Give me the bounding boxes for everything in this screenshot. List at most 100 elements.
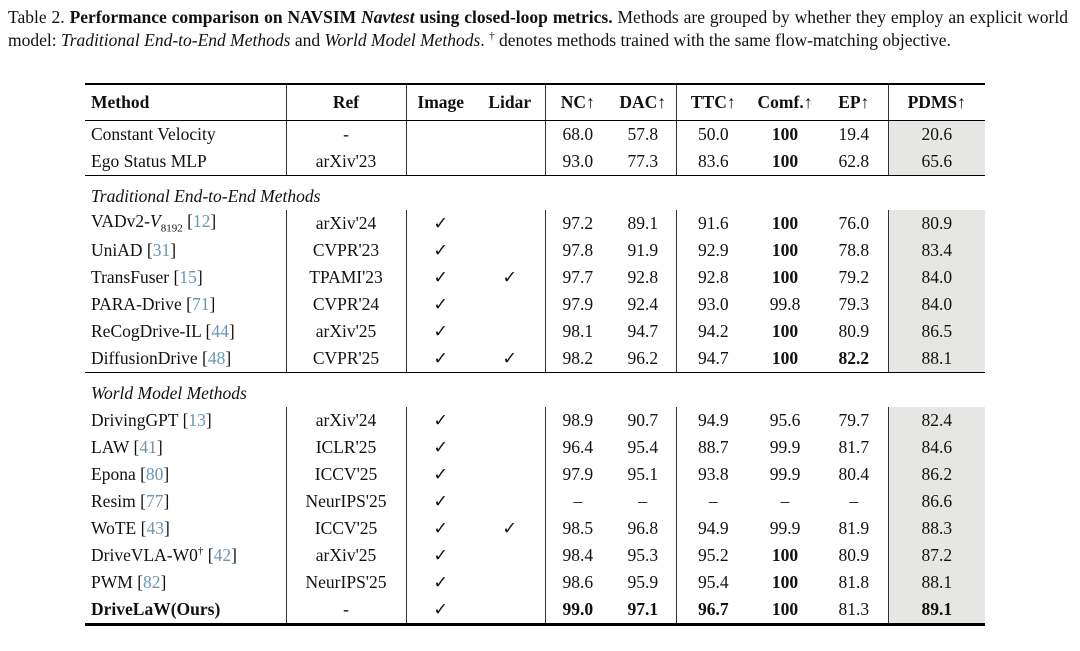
column-header-dac: DAC↑	[610, 83, 676, 121]
cell-ref: CVPR'23	[285, 236, 406, 264]
check-icon: ✓	[502, 517, 518, 538]
cell-nc: 97.8	[544, 236, 610, 264]
cell-dac: 96.8	[627, 517, 659, 538]
cell-pdms: 86.5	[887, 317, 985, 345]
cell-image	[405, 120, 475, 148]
cell-pdms: 88.1	[887, 568, 985, 596]
cell-dac: 89.1	[627, 212, 659, 233]
cell-image: ✓	[405, 595, 475, 625]
cell-method: TransFuser [15]	[91, 266, 203, 287]
cell-ref: -	[285, 595, 406, 625]
cell-ttc: 83.6	[675, 147, 750, 176]
check-icon: ✓	[433, 347, 449, 368]
cell-pdms: 82.4	[887, 406, 985, 434]
cell-lidar	[475, 542, 545, 569]
cell-pdms: 84.6	[887, 433, 985, 461]
cell-method: DiffusionDrive [48]	[85, 344, 286, 373]
cell-lidar	[475, 147, 545, 176]
citation-link[interactable]: 42	[213, 544, 232, 565]
cell-method: VADv2-V8192 [12]	[91, 211, 217, 235]
column-header-nc: NC↑	[544, 83, 610, 121]
caption-italic-2: World Model Methods	[324, 30, 481, 51]
cell-ep: 80.9	[838, 544, 870, 565]
table-row: DrivingGPT [13] arXiv'24 ✓ 98.9 90.7 94.9 95.6…	[85, 406, 985, 434]
cell-ep: 81.9	[838, 517, 870, 538]
cell-comf: 100	[750, 344, 820, 373]
cell-lidar	[475, 596, 545, 625]
cell-lidar	[475, 569, 545, 596]
cell-image: ✓	[405, 344, 475, 373]
cell-pdms: 83.4	[887, 236, 985, 264]
cell-dac: 77.3	[610, 147, 676, 176]
cell-nc: 96.4	[544, 433, 610, 461]
cell-dac: 95.9	[627, 571, 659, 592]
cell-dac: 92.8	[627, 266, 659, 287]
cell-lidar: ✓	[475, 264, 545, 291]
cell-ref: NeurIPS'25	[285, 487, 406, 515]
cell-image	[405, 147, 475, 176]
cell-image: ✓	[405, 433, 475, 461]
table-row: VADv2-V8192 [12] arXiv'24 ✓ 97.2 89.1 91.6 100…	[85, 209, 985, 237]
cell-method: PWM [82]	[91, 571, 167, 592]
cell-image: ✓	[405, 568, 475, 596]
citation-link[interactable]: 15	[179, 266, 197, 287]
citation-link[interactable]: 44	[211, 320, 229, 341]
section-label: Traditional End-to-End Methods	[91, 185, 321, 206]
cell-ep: 80.4	[838, 463, 870, 484]
check-icon: ✓	[433, 598, 449, 619]
citation-link[interactable]: 43	[146, 517, 164, 538]
cell-ttc: 91.6	[675, 209, 750, 237]
cell-ref: NeurIPS'25	[285, 568, 406, 596]
cell-lidar	[475, 237, 545, 264]
cell-ep: 78.8	[838, 239, 870, 260]
cell-comf: –	[780, 490, 790, 511]
cell-dac: 95.1	[627, 463, 659, 484]
citation-link[interactable]: 48	[207, 347, 226, 368]
cell-dac: 57.8	[627, 123, 659, 144]
cell-comf: 100	[750, 147, 820, 176]
caption-bold-italic: Navtest	[361, 7, 415, 27]
cell-nc: 68.0	[544, 120, 610, 148]
cell-method: PARA-Drive [71]	[91, 293, 216, 314]
citation-link[interactable]: 71	[191, 293, 210, 314]
cell-ref: arXiv'23	[285, 147, 406, 176]
cell-comf: 99.9	[769, 517, 801, 538]
cell-image: ✓	[405, 514, 475, 542]
cell-ep: 79.3	[838, 293, 870, 314]
citation-link[interactable]: 31	[152, 239, 171, 260]
cell-lidar	[475, 120, 545, 148]
table-row: PARA-Drive [71] CVPR'24 ✓ 97.9 92.4 93.0 99.8 7…	[85, 290, 985, 318]
cell-nc: 99.0	[544, 595, 610, 625]
cell-lidar	[475, 210, 545, 237]
cell-ttc: 50.0	[675, 120, 750, 148]
cell-ttc: 95.4	[675, 568, 750, 596]
cell-nc: 97.7	[544, 263, 610, 291]
cell-lidar	[475, 291, 545, 318]
cell-dac: 91.9	[627, 239, 659, 260]
column-header-ep: EP↑	[820, 83, 888, 121]
cell-method: Epona [80]	[91, 463, 170, 484]
cell-image: ✓	[405, 487, 475, 515]
citation-link[interactable]: 13	[188, 409, 206, 430]
cell-comf: 99.9	[769, 463, 801, 484]
cell-comf: 100	[771, 212, 799, 233]
citation-link[interactable]: 82	[143, 571, 161, 592]
cell-nc: –	[544, 487, 610, 515]
citation-link[interactable]: 80	[145, 463, 164, 484]
cell-comf: 100	[771, 239, 799, 260]
cell-ttc: 92.9	[675, 236, 750, 264]
cell-ref: ICCV'25	[285, 460, 406, 488]
citation-link[interactable]: 41	[139, 436, 157, 457]
cell-image: ✓	[405, 236, 475, 264]
cell-ep: 82.2	[820, 344, 888, 373]
table-row: TransFuser [15] TPAMI'23 ✓ ✓ 97.7 92.8 92.8 100…	[85, 263, 985, 291]
cell-image: ✓	[405, 263, 475, 291]
table-header: Method Ref Image Lidar NC↑ DAC↑ TTC↑ Comf.↑ EP↑ P…	[85, 83, 985, 121]
citation-link[interactable]: 12	[192, 211, 211, 232]
table-row: Epona [80] ICCV'25 ✓ 97.9 95.1 93.8 99.9 80.4 86…	[85, 460, 985, 488]
cell-pdms: 89.1	[887, 595, 985, 625]
check-icon: ✓	[502, 347, 518, 368]
citation-link[interactable]: 77	[145, 490, 164, 511]
caption-bold-1: Performance comparison on NAVSIM	[69, 7, 362, 27]
cell-image: ✓	[405, 406, 475, 434]
